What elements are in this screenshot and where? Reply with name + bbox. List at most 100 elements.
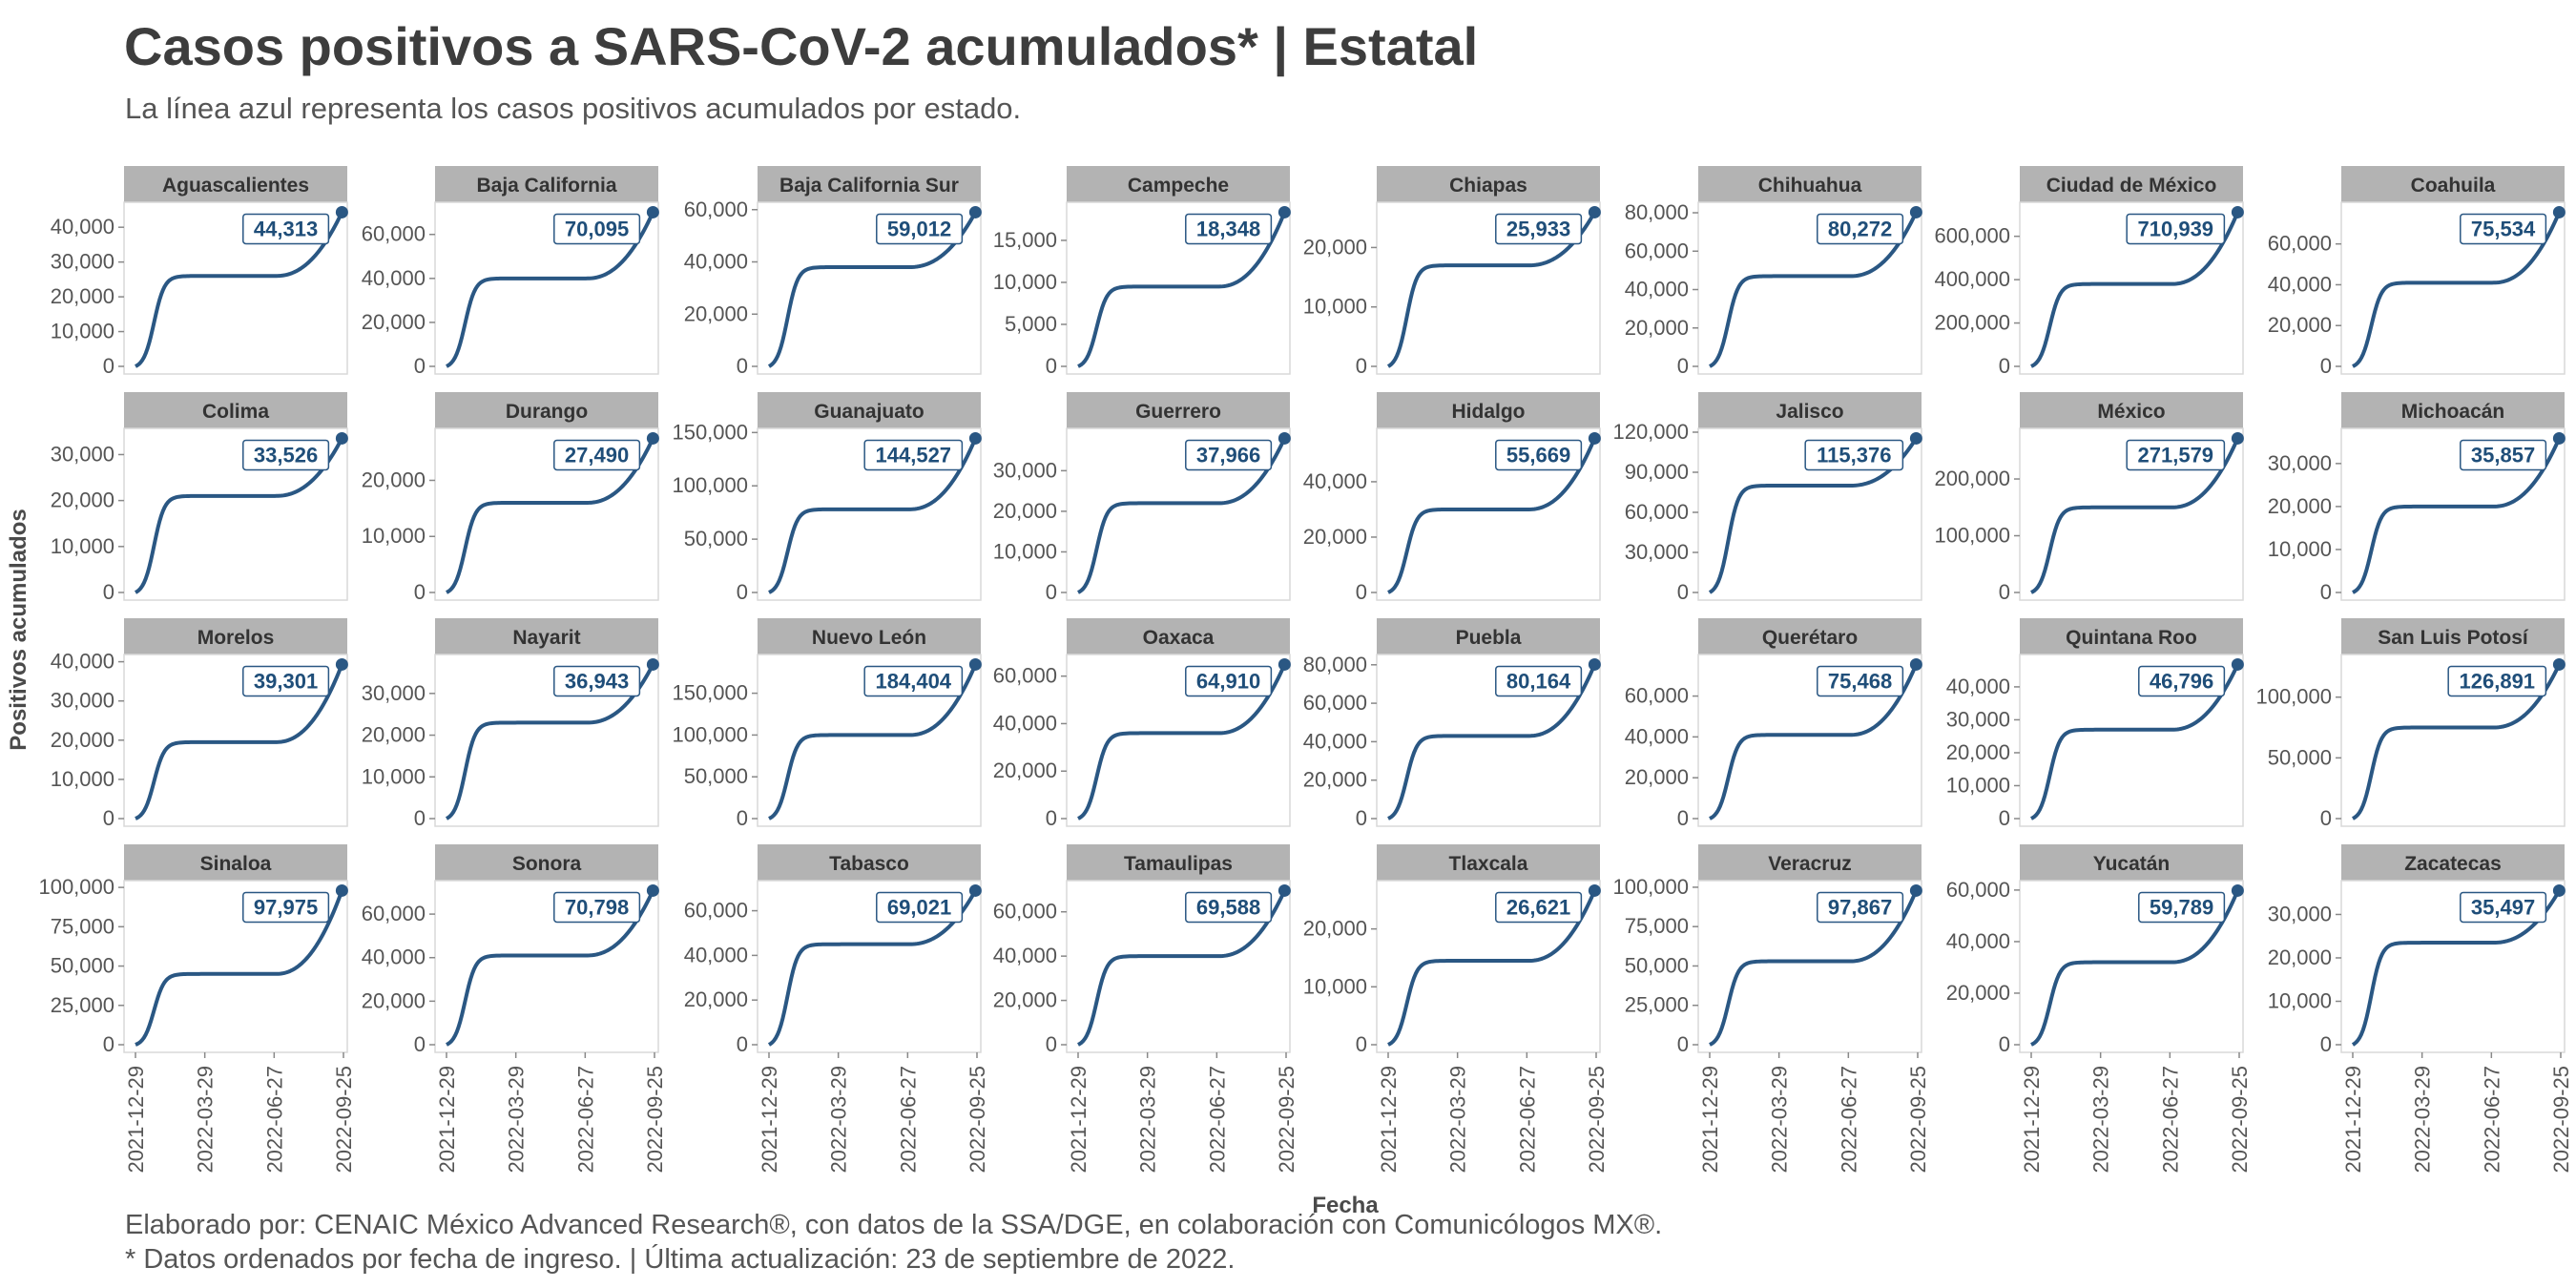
y-tick-label: 0: [414, 354, 426, 378]
y-tick-label: 20,000: [1303, 917, 1367, 941]
panel-strip: [2020, 844, 2243, 881]
value-label-box: [2460, 439, 2547, 471]
x-tick-label: 2022-09-25: [2228, 1066, 2252, 1174]
series-line: [135, 211, 344, 368]
endpoint-marker: [1278, 205, 1291, 218]
y-tick-label: 40,000: [2268, 272, 2332, 296]
endpoint-marker: [1588, 431, 1601, 445]
y-tick-label: 0: [1046, 1032, 1057, 1056]
panel-title: Campeche: [1128, 175, 1229, 197]
y-tick-label: 60,000: [993, 900, 1057, 924]
y-tick-label: 10,000: [993, 270, 1057, 294]
panel-10: Guanajuato 0 50,000 100,000 150,000 144,527: [672, 392, 982, 604]
y-tick-label: 15,000: [993, 228, 1057, 252]
value-label: 37,966: [1196, 443, 1260, 467]
value-label-box: [242, 891, 330, 924]
y-tick-label: 60,000: [684, 197, 748, 221]
panel-title: Coahuila: [2411, 175, 2496, 197]
endpoint-marker: [2231, 657, 2244, 671]
series-line: [2351, 889, 2562, 1047]
x-tick-label: 2022-09-25: [1275, 1066, 1298, 1174]
panel-strip: [758, 618, 981, 654]
panel-title: Durango: [506, 401, 588, 423]
value-label: 59,789: [2150, 895, 2213, 919]
value-label-box: [1817, 213, 1904, 245]
x-tick-label: 2021-12-29: [2341, 1066, 2365, 1174]
y-tick-label: 50,000: [684, 764, 748, 788]
series-line: [1386, 211, 1597, 368]
y-tick-label: 10,000: [1303, 974, 1367, 998]
x-tick-label: 2022-03-29: [2089, 1066, 2113, 1174]
value-label-box: [2138, 891, 2226, 924]
value-label-box: [242, 213, 330, 245]
y-tick-label: 100,000: [1934, 524, 2010, 548]
y-tick-label: 20,000: [1625, 316, 1689, 340]
x-tick-label: 2021-12-29: [758, 1066, 781, 1174]
y-tick-label: 0: [414, 1032, 426, 1056]
y-tick-label: 75,000: [1625, 914, 1689, 938]
panel-strip: [435, 618, 658, 654]
panel-frame: [1697, 654, 1922, 827]
value-label: 75,534: [2471, 217, 2536, 240]
panel-title: Veracruz: [1768, 853, 1852, 875]
endpoint-marker: [1909, 205, 1922, 218]
value-label-box: [863, 439, 964, 471]
series-line: [1387, 889, 1597, 1047]
y-tick-label: 10,000: [51, 534, 114, 558]
panel-title: Quintana Roo: [2066, 627, 2197, 649]
y-tick-label: 0: [1046, 354, 1057, 378]
x-tick-label: 2022-09-25: [1906, 1066, 1930, 1174]
value-label-box: [553, 439, 641, 471]
endpoint-marker: [1909, 883, 1922, 897]
y-tick-label: 0: [1999, 354, 2010, 378]
panel-title: Guerrero: [1135, 401, 1221, 423]
series-line: [768, 437, 978, 594]
panel-title: Aguascalientes: [162, 175, 309, 197]
y-tick-label: 10,000: [2268, 537, 2332, 561]
value-label: 35,497: [2471, 895, 2535, 919]
y-tick-label: 100,000: [1612, 875, 1689, 899]
x-tick-label: 2022-06-27: [1837, 1066, 1860, 1174]
panel-strip: [124, 844, 347, 881]
panel-title: Sonora: [512, 853, 582, 875]
value-label: 44,313: [254, 217, 318, 240]
value-label-box: [1817, 891, 1904, 924]
y-tick-label: 0: [737, 806, 748, 830]
chart-title: Casos positivos a SARS-CoV-2 acumulados*…: [124, 16, 1479, 76]
endpoint-marker: [646, 657, 659, 671]
y-tick-label: 40,000: [51, 650, 114, 674]
panel-strip: [124, 166, 347, 202]
y-tick-label: 60,000: [684, 899, 748, 923]
panel-frame: [2019, 427, 2244, 601]
panel-19: Oaxaca 0 20,000 40,000 60,000 64,910: [993, 618, 1291, 830]
value-label: 27,490: [565, 443, 629, 467]
series-line: [1387, 663, 1597, 821]
panel-frame: [2340, 654, 2566, 827]
panel-title: Chiapas: [1449, 175, 1527, 197]
panel-12: Hidalgo 0 20,000 40,000 55,669: [1303, 392, 1601, 604]
panel-20: Puebla 0 20,000 40,000 60,000 80,000 80,164: [1303, 618, 1601, 830]
y-tick-label: 20,000: [51, 488, 114, 512]
y-tick-label: 20,000: [993, 988, 1057, 1012]
panel-strip: [1067, 392, 1290, 428]
y-tick-label: 20,000: [993, 499, 1057, 523]
panel-title: Ciudad de México: [2046, 175, 2217, 197]
panel-frame: [757, 654, 982, 827]
value-label: 126,891: [2460, 669, 2536, 693]
y-tick-label: 0: [1677, 1032, 1689, 1056]
panel-title: Baja California Sur: [779, 175, 959, 197]
panel-title: Zacatecas: [2404, 853, 2502, 875]
panel-frame: [2340, 880, 2566, 1053]
value-label: 115,376: [1817, 443, 1891, 467]
panel-9: Durango 0 10,000 20,000 27,490: [362, 392, 659, 604]
series-line: [767, 889, 978, 1047]
series-line: [1709, 889, 1919, 1047]
y-tick-label: 20,000: [993, 758, 1057, 782]
panel-strip: [1377, 392, 1600, 428]
y-tick-label: 90,000: [1625, 460, 1689, 484]
endpoint-marker: [1278, 657, 1291, 671]
panel-strip: [1067, 844, 1290, 881]
value-label: 710,939: [2138, 217, 2214, 240]
series-line: [446, 437, 655, 594]
y-tick-label: 0: [2320, 1032, 2332, 1056]
